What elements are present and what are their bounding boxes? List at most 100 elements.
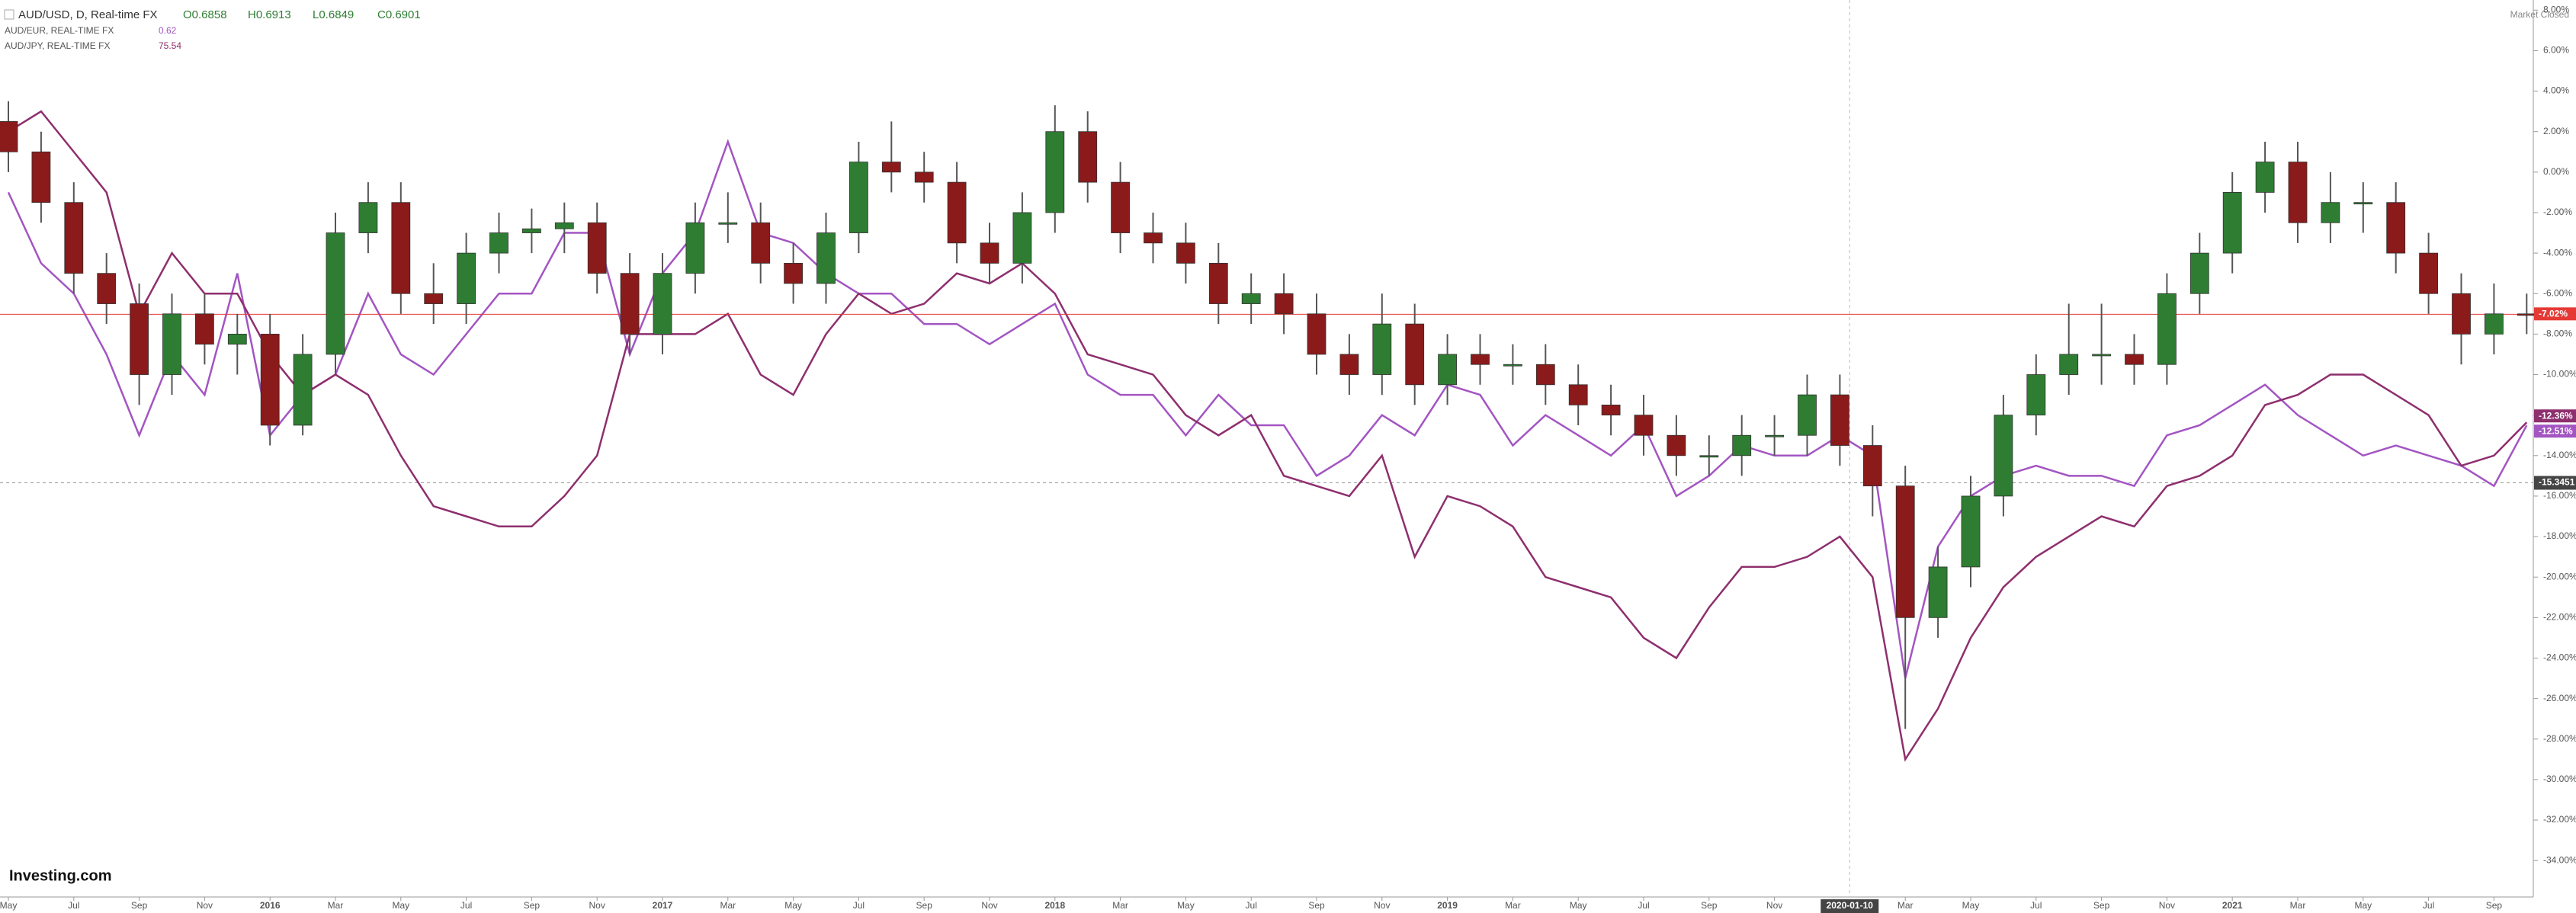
- crosshair-x-label: 2020-01-10: [1827, 900, 1874, 911]
- x-tick-label: Mar: [1898, 900, 1914, 911]
- candle-body: [1634, 415, 1654, 436]
- x-tick-label: Sep: [1308, 900, 1325, 911]
- x-tick-label: 2018: [1044, 900, 1065, 911]
- candle-body: [1862, 445, 1882, 487]
- candle-body: [1372, 323, 1392, 375]
- candle-body: [1699, 455, 1719, 458]
- market-status: Market Closed: [2510, 9, 2569, 20]
- x-tick-label: Mar: [1505, 900, 1521, 911]
- candle-body: [391, 202, 411, 294]
- y-tick-label: -24.00%: [2543, 652, 2576, 663]
- candle-body: [2452, 293, 2471, 335]
- candle-body: [1535, 364, 1555, 386]
- x-tick-label: Nov: [197, 900, 213, 911]
- compare-last: 75.54: [159, 40, 181, 51]
- x-tick-label: Jul: [1638, 900, 1649, 911]
- crosshair-y-label: -15.3451: [2539, 477, 2575, 488]
- logo: Investing.com: [9, 867, 111, 884]
- candle-body: [2386, 202, 2406, 254]
- candle-body: [1895, 485, 1915, 618]
- compare-line: [7, 139, 2528, 679]
- x-tick-label: May: [1177, 900, 1195, 911]
- collapse-button[interactable]: [4, 9, 14, 20]
- x-tick-label: Nov: [1766, 900, 1782, 911]
- candle-body: [718, 222, 738, 225]
- candle-body: [2157, 293, 2177, 365]
- y-tick-label: -4.00%: [2543, 247, 2572, 258]
- candle-body: [2189, 252, 2209, 294]
- candle-body: [457, 252, 476, 304]
- y-tick-label: 2.00%: [2543, 126, 2569, 136]
- candle-body: [881, 162, 901, 173]
- compare-line: [8, 110, 2528, 762]
- candle-body: [2125, 354, 2144, 365]
- price-badge: [2534, 307, 2576, 321]
- candle-body: [1241, 293, 1261, 304]
- ohlc-value: L0.6849: [313, 8, 354, 21]
- ohlc-value: C0.6901: [377, 8, 421, 21]
- x-tick-label: Jul: [2423, 900, 2434, 911]
- candle-body: [97, 273, 117, 304]
- x-tick-label: Nov: [2159, 900, 2175, 911]
- candle-body: [1405, 323, 1425, 386]
- y-tick-label: -32.00%: [2543, 814, 2576, 825]
- x-tick-label: Sep: [2093, 900, 2110, 911]
- candle-body: [227, 333, 247, 345]
- x-tick-label: Nov: [589, 900, 605, 911]
- y-tick-label: -28.00%: [2543, 733, 2576, 744]
- x-tick-label: May: [1570, 900, 1587, 911]
- candle-body: [358, 202, 378, 233]
- y-tick-label: -20.00%: [2543, 571, 2576, 581]
- price-badge-label: -7.02%: [2539, 309, 2568, 319]
- y-tick-label: -16.00%: [2543, 490, 2576, 501]
- candle-body: [2353, 202, 2373, 205]
- candle-body: [1111, 181, 1130, 233]
- candle-body: [1144, 232, 1163, 244]
- candle-body: [1078, 131, 1098, 183]
- ohlc-value: H0.6913: [248, 8, 291, 21]
- candle-body: [130, 303, 149, 375]
- candle-body: [1012, 212, 1032, 264]
- candle-body: [947, 181, 967, 244]
- candle-body: [2222, 192, 2242, 254]
- candle-body: [0, 121, 18, 152]
- candle-body: [260, 333, 280, 426]
- x-tick-label: May: [0, 900, 17, 911]
- candle-body: [1208, 262, 1228, 304]
- candle-body: [1961, 495, 1981, 568]
- y-tick-label: 0.00%: [2543, 166, 2569, 177]
- y-tick-label: -26.00%: [2543, 693, 2576, 703]
- candle-body: [1438, 354, 1457, 386]
- y-tick-label: 8.00%: [2543, 4, 2569, 14]
- y-tick-label: -14.00%: [2543, 450, 2576, 460]
- candle-body: [1830, 394, 1849, 446]
- y-tick-label: -10.00%: [2543, 369, 2576, 380]
- x-tick-label: Nov: [981, 900, 997, 911]
- candle-body: [685, 222, 705, 274]
- compare-last: 0.62: [159, 25, 177, 36]
- x-tick-label: Jul: [460, 900, 472, 911]
- price-badge-label: -12.51%: [2539, 425, 2573, 436]
- x-tick-label: 2019: [1437, 900, 1458, 911]
- x-tick-label: Mar: [2290, 900, 2306, 911]
- candle-body: [1045, 131, 1065, 213]
- candle-body: [2092, 354, 2112, 357]
- candle-body: [784, 262, 803, 284]
- candle-body: [849, 162, 868, 233]
- x-tick-label: Sep: [2486, 900, 2503, 911]
- x-tick-label: 2017: [653, 900, 673, 911]
- candle-body: [816, 232, 836, 284]
- y-tick-label: 4.00%: [2543, 85, 2569, 96]
- crosshair-y-badge: [2534, 476, 2576, 490]
- candle-body: [1274, 293, 1294, 315]
- y-tick-label: 6.00%: [2543, 45, 2569, 56]
- candle-body: [1471, 354, 1490, 365]
- x-tick-label: May: [784, 900, 802, 911]
- y-tick-label: -6.00%: [2543, 287, 2572, 298]
- candle-body: [587, 222, 607, 274]
- y-tick-label: -30.00%: [2543, 774, 2576, 784]
- y-tick-label: -2.00%: [2543, 207, 2572, 217]
- price-badge-label: -12.36%: [2539, 410, 2573, 421]
